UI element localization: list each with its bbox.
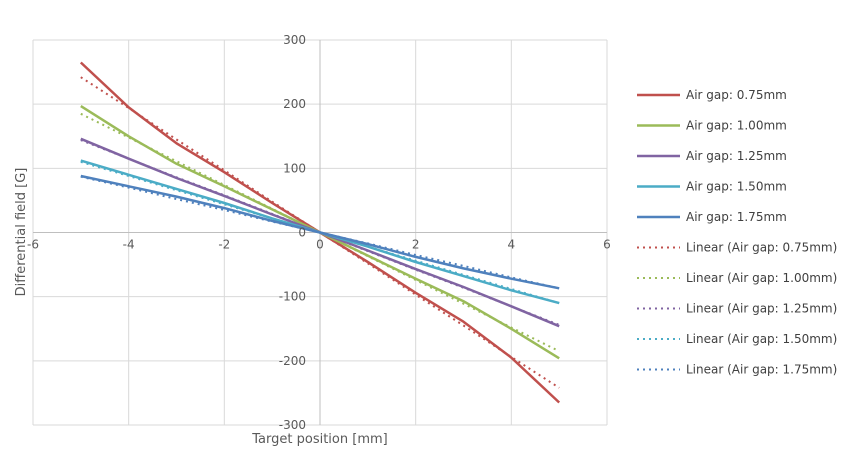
x-tick-label: -4 xyxy=(123,238,135,252)
x-tick-label: -6 xyxy=(27,238,39,252)
tick-labels: -6 -4 -2 0 2 4 6 300 200 100 0 -100 -200 -300 xyxy=(27,33,611,432)
legend-label: Linear (Air gap: 1.00mm) xyxy=(686,271,837,285)
y-axis-label: Differential field [G] xyxy=(14,168,29,297)
series-line-5 xyxy=(80,174,560,290)
x-tick-label: -2 xyxy=(218,238,230,252)
legend-label: Air gap: 1.00mm xyxy=(686,119,787,133)
series-lines xyxy=(79,61,561,404)
y-tick-label: -100 xyxy=(279,290,306,304)
legend-label: Linear (Air gap: 1.75mm) xyxy=(686,363,837,377)
legend-label: Linear (Air gap: 1.25mm) xyxy=(686,302,837,316)
y-tick-label: -300 xyxy=(279,418,306,432)
legend-label: Air gap: 1.25mm xyxy=(686,149,787,163)
series-line-10 xyxy=(80,175,560,290)
legend-label: Air gap: 1.75mm xyxy=(686,210,787,224)
grid xyxy=(32,39,608,426)
y-tick-label: 300 xyxy=(283,33,306,47)
y-tick-label: 0 xyxy=(298,226,306,240)
x-tick-label: 0 xyxy=(316,238,324,252)
legend-label: Linear (Air gap: 0.75mm) xyxy=(686,241,837,255)
x-tick-label: 2 xyxy=(412,238,420,252)
legend: Air gap: 0.75mm Air gap: 1.00mm Air gap: 1… xyxy=(637,88,837,377)
legend-label: Linear (Air gap: 1.50mm) xyxy=(686,332,837,346)
series-line-6 xyxy=(80,76,560,389)
x-tick-label: 4 xyxy=(508,238,516,252)
y-tick-label: -200 xyxy=(279,354,306,368)
y-tick-label: 100 xyxy=(283,161,306,175)
legend-label: Air gap: 0.75mm xyxy=(686,88,787,102)
x-tick-label: 6 xyxy=(603,238,611,252)
x-axis-label: Target position [mm] xyxy=(251,432,387,447)
legend-label: Air gap: 1.50mm xyxy=(686,180,787,194)
y-tick-label: 200 xyxy=(283,97,306,111)
